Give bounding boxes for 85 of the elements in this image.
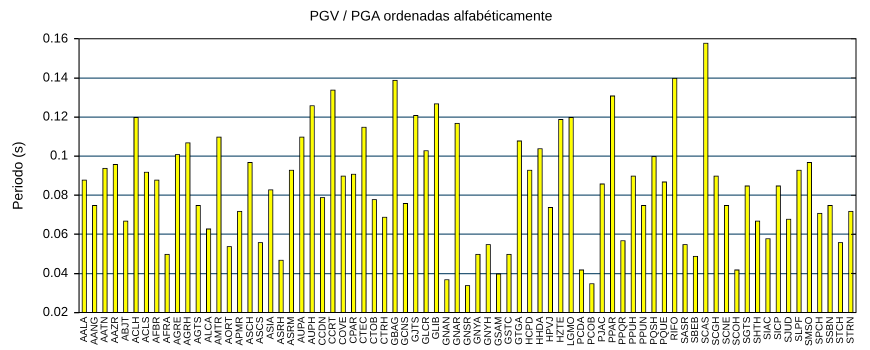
x-tick-label: SCNE <box>721 316 732 344</box>
x-tick-label: AGRH <box>182 316 194 346</box>
x-tick-label: SCAS <box>700 316 712 344</box>
x-tick-label: CPAR <box>348 316 360 344</box>
x-tick-label: LGMO <box>566 316 577 346</box>
x-tick-label: SASR <box>680 316 691 344</box>
x-tick-label: GNYH <box>483 316 494 346</box>
x-tick-label: APMR <box>234 316 246 346</box>
x-tick-label: SGTS <box>742 316 753 344</box>
x-tick-label: GSTC <box>504 316 515 344</box>
x-tick-label: PPAR <box>607 316 618 344</box>
x-tick-label: SLPF <box>794 316 805 342</box>
y-axis-title: Periodo (s) <box>9 141 26 210</box>
x-tick-label: AATN <box>100 316 111 342</box>
x-tick-label: SSBN <box>824 316 836 344</box>
x-tick-label: CCRT <box>328 316 339 344</box>
x-tick-label: PCOB <box>586 316 598 345</box>
x-tick-label: ASRH <box>276 316 287 344</box>
y-tick-label: 0.08 <box>42 186 68 202</box>
x-tick-label: PPUH <box>628 316 640 344</box>
x-tick-label: GCNS <box>400 316 412 346</box>
x-tick-label: SMSO <box>804 316 816 346</box>
x-tick-label: AGTS <box>192 316 204 344</box>
x-tick-label: SCGH <box>710 316 722 346</box>
x-tick-label: GSAM <box>493 316 504 346</box>
y-tick-label: 0.16 <box>42 30 68 46</box>
x-tick-label: ALCA <box>203 316 214 343</box>
x-tick-label: PPUN <box>638 316 650 344</box>
x-tick-label: ASCS <box>255 316 266 344</box>
x-tick-label: SCOH <box>732 316 743 346</box>
x-tick-label: PPQR <box>618 316 629 345</box>
x-tick-label: GLIB <box>431 316 442 340</box>
x-tick-label: HCPD <box>524 316 536 345</box>
y-tick-label: 0.04 <box>42 265 68 280</box>
chart-title: PGV / PGA ordenadas alfabéticamente <box>310 7 553 24</box>
x-tick-label: CTRH <box>379 316 390 344</box>
x-tick-label: AALA <box>79 316 90 342</box>
x-tick-label: AUPH <box>306 316 318 344</box>
x-tick-label: GNAN <box>442 316 453 346</box>
x-tick-label: AFBR <box>152 316 163 344</box>
x-tick-label: HPVJ <box>545 316 556 342</box>
x-tick-label: STCH <box>835 316 846 344</box>
x-tick-label: SBEB <box>690 316 702 344</box>
x-tick-label: GJTS <box>410 316 422 342</box>
x-tick-label: AANG <box>89 316 100 345</box>
x-tick-label: GTGA <box>514 316 526 345</box>
x-tick-label: PQUE <box>659 316 670 345</box>
y-tick-label: 0.06 <box>42 226 68 241</box>
x-tick-label: CCDN <box>317 316 328 346</box>
x-tick-label: PCDA <box>576 316 588 344</box>
x-tick-label: HZTE <box>556 316 567 343</box>
x-tick-label: GNAR <box>452 316 463 346</box>
x-tick-label: AFRA <box>162 316 173 344</box>
x-tick-label: GNYA <box>472 316 484 344</box>
x-tick-label: ASRM <box>286 316 298 346</box>
x-tick-label: SICP <box>773 316 784 340</box>
y-tick-label: 0.02 <box>42 304 68 320</box>
x-tick-label: HHDA <box>534 316 546 345</box>
x-tick-label: COVE <box>338 316 349 345</box>
x-tick-label: AUPA <box>296 316 308 344</box>
x-tick-label: PJAC <box>596 316 608 342</box>
x-tick-label: ABJT <box>120 316 132 342</box>
x-tick-label: ASIA <box>265 316 276 340</box>
x-tick-label: CTEC <box>358 316 370 344</box>
x-tick-label: AMTR <box>214 316 225 345</box>
x-tick-label: GLCR <box>420 316 432 344</box>
y-tick-label: 0.14 <box>42 69 68 84</box>
x-tick-label: CTOB <box>369 316 380 344</box>
x-tick-label: SPCH <box>814 316 826 344</box>
y-tick-label: 0.1 <box>50 148 68 163</box>
x-tick-label: AORT <box>224 316 236 344</box>
x-tick-label: ACLH <box>130 316 142 344</box>
x-tick-label: AAZR <box>110 316 122 344</box>
x-tick-label: GBAG <box>390 316 401 346</box>
x-tick-label: PQSH <box>648 316 660 345</box>
x-tick-label: ASCH <box>244 316 256 344</box>
x-tick-label: SJUD <box>783 316 794 343</box>
x-tick-label: SHTH <box>752 316 764 344</box>
x-tick-label: AGRE <box>172 316 184 345</box>
x-tick-label: SIAC <box>762 316 774 340</box>
x-tick-label: STRN <box>846 316 857 344</box>
y-tick-label: 0.12 <box>42 108 68 124</box>
x-tick-label: ACLS <box>141 316 152 343</box>
x-tick-label: GNSR <box>462 316 474 346</box>
x-tick-label: RIFO <box>669 316 680 340</box>
